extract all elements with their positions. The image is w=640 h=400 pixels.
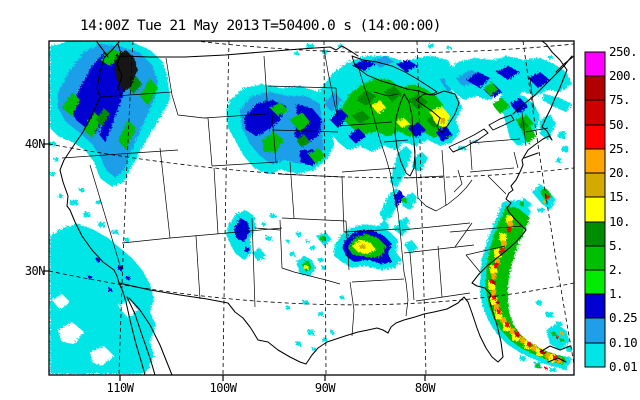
- latlon-graticule: [49, 41, 574, 376]
- colorbar-label: 50.: [609, 117, 630, 132]
- precip-great-lakes: [318, 56, 462, 238]
- xtick-100w: 100W: [210, 381, 238, 395]
- gulf-atlantic-coastline: [305, 69, 568, 365]
- title-datetime: 14:00Z Tue 21 May 2013: [80, 18, 259, 34]
- precip-colorado-newmexico: [226, 210, 276, 262]
- parallel-30n: [49, 270, 574, 306]
- colorbar-label: 75.: [609, 92, 630, 107]
- map-frame: [48, 40, 575, 376]
- precip-oklahoma-spot: [290, 246, 326, 276]
- colorbar-swatch: [584, 317, 606, 344]
- precip-quebec-new-england: [444, 56, 572, 163]
- meridian-90w: [323, 41, 327, 376]
- precip-east-coast-band: [480, 198, 572, 372]
- colorbar-label: 20.: [609, 165, 630, 180]
- st-lawrence-border: [512, 41, 574, 115]
- lake-ontario: [488, 114, 515, 131]
- geography-outlines: [59, 41, 574, 376]
- colorbar-label: 15.: [609, 189, 630, 204]
- colorbar-label: 0.01: [609, 359, 637, 374]
- lake-michigan: [394, 93, 416, 177]
- ytick-30n: 30N: [25, 264, 45, 278]
- colorbar-swatch: [584, 293, 606, 319]
- colorbar-label: 10.: [609, 214, 630, 229]
- colorbar-swatch: [584, 196, 606, 223]
- long-island: [523, 152, 539, 159]
- precipitation-field: [50, 41, 572, 374]
- colorbar-swatch: [584, 221, 606, 247]
- colorbar-swatch: [584, 51, 606, 77]
- caribbean-islands: [539, 345, 571, 363]
- xtick-90w: 90W: [315, 381, 336, 395]
- colorbar-swatch: [584, 124, 606, 150]
- colorbar-swatch: [584, 172, 606, 198]
- colorbar-label: 1.: [609, 286, 623, 301]
- colorbar-labels: 250. 200. 75. 50. 25. 20. 15. 10. 5. 2. …: [609, 44, 638, 374]
- lake-huron: [415, 90, 460, 134]
- colorbar: 250. 200. 75. 50. 25. 20. 15. 10. 5. 2. …: [584, 44, 638, 374]
- lake-superior: [351, 55, 438, 96]
- colorbar-label: 5.: [609, 238, 623, 253]
- colorbar-label: 200.: [609, 68, 637, 83]
- pacific-coastline: [59, 41, 120, 284]
- meridian-100w: [222, 41, 230, 376]
- map-area: [49, 41, 574, 376]
- baja-gulf-california: [118, 282, 173, 376]
- colorbar-label: 0.10: [609, 335, 637, 350]
- colorbar-swatch: [584, 148, 606, 174]
- meridian-80w: [416, 41, 427, 376]
- precip-pacific-northwest: [50, 41, 170, 187]
- colorbar-swatch: [584, 342, 606, 368]
- colorbar-swatch: [584, 245, 606, 271]
- precip-midatlantic-streak: [532, 184, 556, 210]
- xtick-110w: 110W: [107, 381, 135, 395]
- lake-erie: [448, 128, 489, 153]
- colorbar-swatch: [584, 75, 606, 101]
- meridian-110w: [118, 41, 134, 376]
- colorbar-label: 0.25: [609, 310, 637, 325]
- canada-border: [118, 45, 359, 58]
- mexico-border-rio-grande: [118, 282, 307, 365]
- state-borders: [61, 48, 549, 337]
- colorbar-label: 250.: [609, 44, 637, 59]
- title-timestep: T=50400.0 s (14:00:00): [262, 18, 441, 34]
- colorbar-label: 25.: [609, 141, 630, 156]
- precip-dakotas-minnesota: [226, 84, 336, 174]
- axis-labels: 110W 100W 90W 80W 40N 30N: [25, 137, 437, 395]
- xtick-80w: 80W: [415, 381, 436, 395]
- ytick-40n: 40N: [25, 137, 45, 151]
- colorbar-label: 2.: [609, 262, 623, 277]
- axis-ticks: [43, 143, 426, 381]
- parallel-40n: [49, 143, 574, 179]
- colorbar-swatch: [584, 269, 606, 295]
- precip-missouri-arkansas: [286, 222, 418, 270]
- colorbar-swatch: [584, 99, 606, 126]
- precip-pacific-southwest: [50, 188, 156, 374]
- meridian-70w: [522, 41, 574, 367]
- precip-texas-specks: [286, 296, 344, 351]
- puget-sound: [96, 41, 123, 97]
